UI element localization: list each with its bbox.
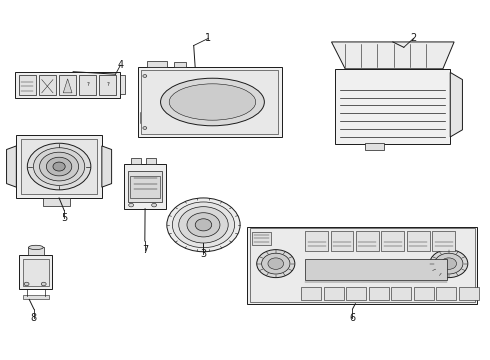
Bar [252,232,271,244]
Text: 8: 8 [31,313,37,323]
Bar [16,135,102,198]
Bar [43,198,70,206]
Ellipse shape [179,207,228,243]
Bar [407,231,430,251]
Bar [346,287,366,300]
Bar [391,287,411,300]
Ellipse shape [268,258,284,269]
Bar [15,72,121,98]
Bar [142,70,278,134]
Polygon shape [331,42,454,69]
Polygon shape [450,72,463,137]
Text: 6: 6 [349,313,356,323]
Polygon shape [63,79,72,93]
Ellipse shape [40,152,78,181]
Ellipse shape [169,84,256,120]
Bar [414,287,434,300]
Bar [174,62,186,67]
Bar [247,226,477,304]
Bar [301,287,321,300]
Ellipse shape [435,253,463,274]
Ellipse shape [33,148,85,185]
Bar [147,60,167,67]
Ellipse shape [53,162,65,171]
Ellipse shape [24,282,29,286]
Bar [128,171,162,202]
Text: 2: 2 [411,33,416,43]
Bar [335,69,450,144]
Bar [21,139,97,194]
Bar [28,247,44,255]
Bar [99,75,116,95]
Bar [131,158,141,164]
Ellipse shape [195,219,212,231]
Bar [23,295,49,300]
Bar [324,287,343,300]
Text: 1: 1 [205,33,211,43]
Bar [250,228,475,302]
Bar [459,287,479,300]
Bar [305,231,328,251]
Ellipse shape [167,198,240,252]
Bar [19,255,52,289]
Bar [381,231,404,251]
Bar [356,231,379,251]
Bar [138,67,282,137]
Ellipse shape [172,202,235,248]
Bar [432,231,455,251]
Bar [436,287,456,300]
Bar [79,75,96,95]
Bar [59,75,76,95]
Ellipse shape [152,203,157,207]
Text: 3: 3 [200,248,206,258]
Text: ?: ? [86,82,89,87]
Polygon shape [102,146,112,187]
Ellipse shape [27,143,91,190]
Ellipse shape [257,249,295,278]
Ellipse shape [41,282,46,286]
Bar [331,231,353,251]
Ellipse shape [28,245,43,249]
Bar [39,75,56,95]
Bar [23,259,49,286]
Text: 5: 5 [61,213,67,222]
Bar [124,164,166,209]
Text: ?: ? [106,82,109,87]
Bar [130,176,160,198]
Ellipse shape [430,249,468,278]
Ellipse shape [143,75,147,77]
Ellipse shape [161,78,264,126]
Ellipse shape [47,157,72,176]
Bar [305,259,447,280]
Bar [368,287,389,300]
Ellipse shape [187,213,220,237]
Text: 4: 4 [117,60,123,70]
Bar [121,75,125,94]
Ellipse shape [143,127,147,130]
Bar [19,75,36,95]
Ellipse shape [129,203,134,207]
Bar [146,158,156,164]
Polygon shape [6,146,16,187]
Bar [365,143,384,149]
Ellipse shape [262,253,290,274]
Text: 7: 7 [142,245,148,255]
Ellipse shape [441,258,457,269]
